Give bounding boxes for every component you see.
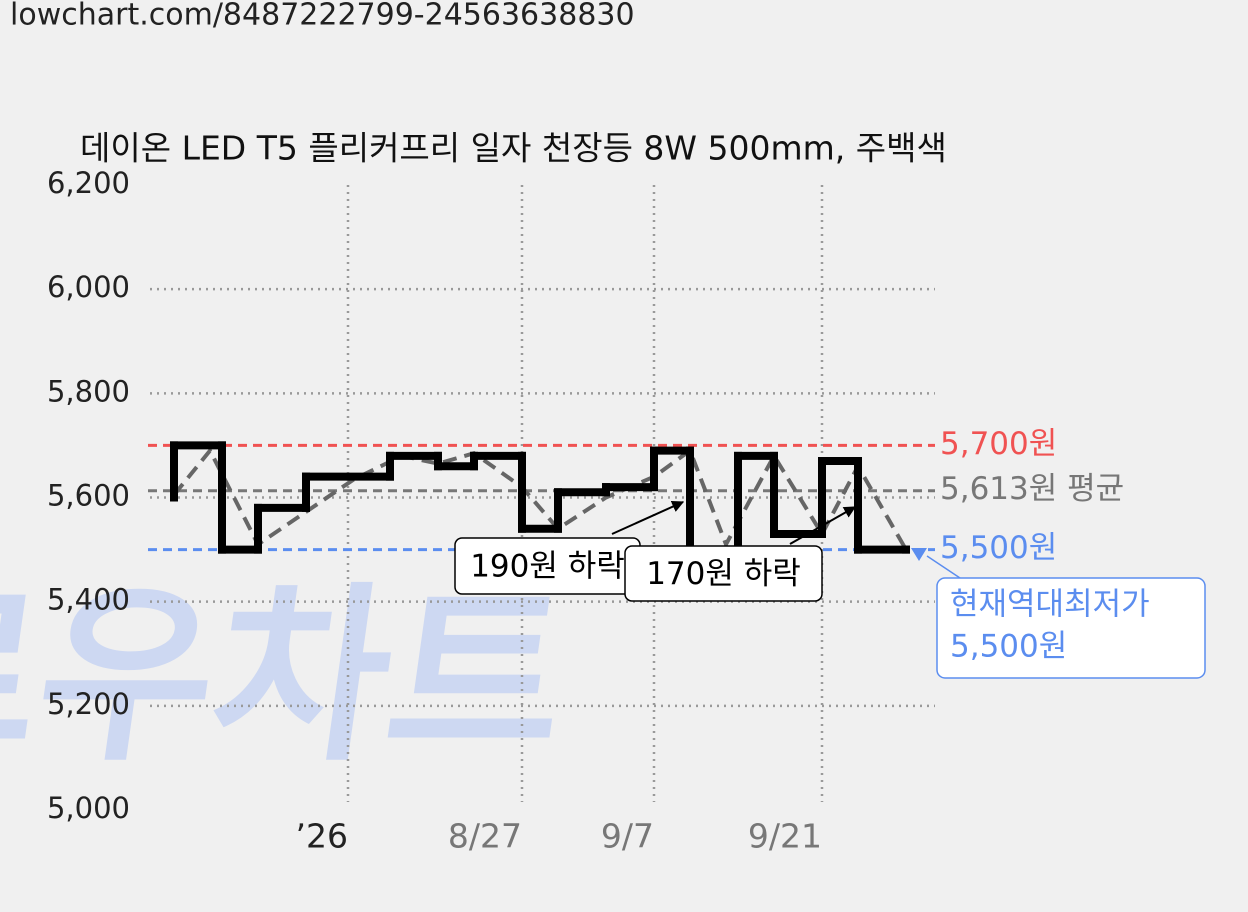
url: lowchart.com/8487222799-24563638830 [10,0,635,33]
low-connector [926,555,961,579]
y-tick-label: 6,000 [47,270,130,304]
x-tick-label: 9/21 [748,817,822,856]
x-tick-label: 9/7 [601,817,654,856]
reference-label: 5,613원 평균 [940,471,1124,507]
annotation-arrow [789,506,857,545]
low-box [936,577,1206,679]
y-tick-label: 5,400 [47,583,130,617]
low-box-text: 현재역대최저가 [950,587,1150,623]
annotation-arrow [611,500,685,535]
low-box-text: 5,500원 [950,629,1067,665]
low-marker [911,548,927,561]
x-tick-label: ’26 [296,817,348,856]
y-tick-label: 5,600 [47,479,130,513]
y-tick-label: 5,200 [47,687,130,721]
watermark: 로우차트 [0,567,580,788]
annotation-text: 190원 하락 [470,549,625,585]
reference-label: 5,500원 [940,530,1057,566]
annotation-box [624,545,823,602]
y-tick-label: 5,000 [47,791,130,825]
x-tick-label: 8/27 [448,817,522,856]
chart-title: 데이온 LED T5 플리커프리 일자 천장등 8W 500mm, 주백색 [80,129,947,168]
annotation-text: 170원 하락 [646,556,801,592]
y-tick-label: 5,800 [47,374,130,408]
y-tick-label: 6,200 [47,166,130,200]
reference-label: 5,700원 [940,426,1057,462]
